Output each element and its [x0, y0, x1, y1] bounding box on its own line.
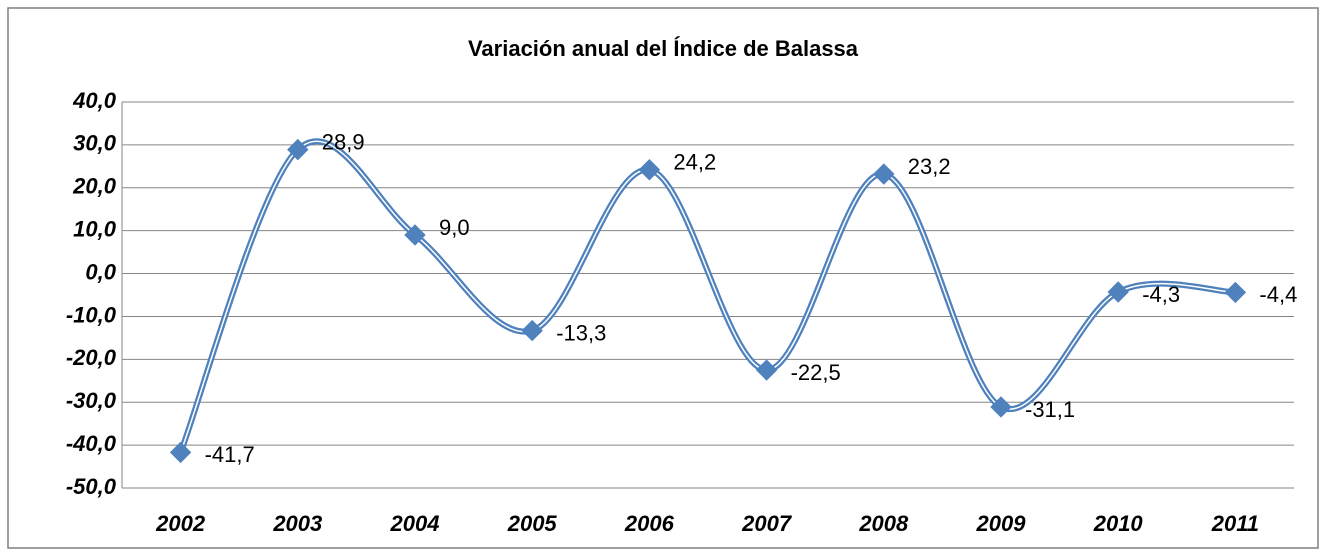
marker: [169, 441, 192, 464]
y-tick-label: 10,0: [73, 216, 117, 241]
x-tick-label: 2003: [272, 511, 322, 536]
y-tick-label: -20,0: [66, 345, 117, 370]
y-tick-label: 20,0: [72, 174, 117, 199]
marker: [521, 319, 543, 342]
marker: [755, 359, 778, 381]
x-tick-label: 2008: [858, 511, 909, 536]
marker: [990, 396, 1012, 418]
chart-border: [7, 7, 1319, 549]
data-label: 24,2: [673, 150, 716, 175]
x-tick-label: 2009: [976, 511, 1027, 536]
x-tick-label: 2004: [390, 511, 440, 536]
marker: [1224, 281, 1247, 304]
x-tick-label: 2007: [741, 511, 793, 536]
marker: [287, 138, 309, 161]
y-tick-label: -30,0: [66, 388, 117, 413]
x-tick-label: 2006: [624, 511, 675, 536]
data-label: 23,2: [908, 154, 951, 179]
y-tick-label: -40,0: [66, 431, 117, 456]
data-label: 9,0: [439, 215, 470, 240]
data-label: -31,1: [1025, 397, 1075, 422]
marker: [873, 163, 895, 185]
y-tick-label: 40,0: [72, 88, 117, 113]
data-label: -4,4: [1259, 282, 1297, 307]
marker: [638, 159, 661, 181]
y-tick-label: 30,0: [73, 131, 117, 156]
x-tick-label: 2011: [1211, 511, 1259, 536]
chart-title: Variación anual del Índice de Balassa: [468, 36, 859, 61]
data-label: 28,9: [322, 129, 365, 154]
x-tick-label: 2010: [1093, 511, 1144, 536]
x-tick-label: 2002: [155, 511, 206, 536]
data-label: -22,5: [791, 360, 841, 385]
data-label: -4,3: [1142, 282, 1180, 307]
y-tick-label: 0,0: [85, 259, 116, 284]
y-tick-label: -50,0: [66, 474, 117, 499]
marker: [1107, 281, 1129, 303]
y-tick-label: -10,0: [66, 302, 117, 327]
marker: [404, 224, 426, 246]
series-line-inner: [179, 140, 1236, 453]
x-tick-label: 2005: [507, 511, 558, 536]
data-label: -41,7: [205, 442, 255, 467]
data-label: -13,3: [556, 320, 606, 345]
